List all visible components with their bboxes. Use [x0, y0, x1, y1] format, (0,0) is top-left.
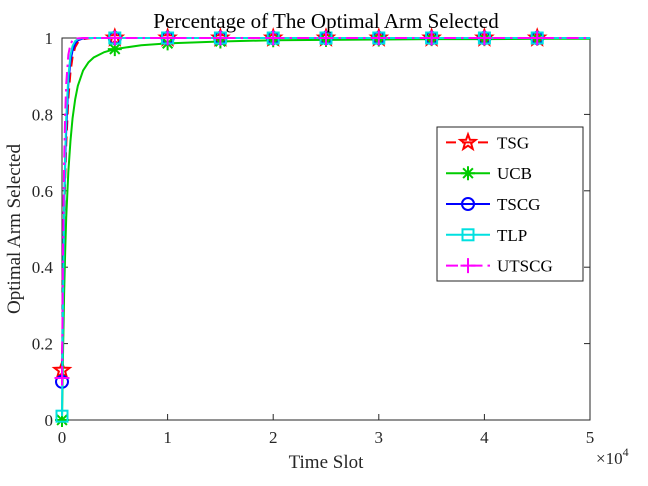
- x-tick-label: 5: [586, 428, 595, 447]
- plot-generated-content: 0 1 2 3 4 5 0 0.2 0.4 0.6 0.8 1 ×104 TSG UCB TSCG TLP UTS…: [32, 27, 629, 468]
- series-marker-UTSCG: [265, 30, 281, 46]
- legend-label-TSCG: TSCG: [497, 195, 540, 214]
- series-marker-TLP: [55, 409, 69, 423]
- chart-title: Percentage of The Optimal Arm Selected: [153, 9, 499, 33]
- legend: TSG UCB TSCG TLP UTSCG: [436, 126, 584, 282]
- series-marker-UTSCG: [424, 30, 440, 46]
- y-tick-label: 0.8: [32, 105, 53, 124]
- legend-marker-TSCG: [461, 197, 475, 211]
- legend-marker-TSG: [457, 131, 479, 152]
- legend-label-UCB: UCB: [497, 164, 532, 183]
- series-marker-UTSCG: [529, 30, 545, 46]
- series-marker-UTSCG: [160, 30, 176, 46]
- series-marker-UTSCG: [318, 30, 334, 46]
- series-marker-UCB: [55, 413, 69, 427]
- x-axis-exponent: ×104: [596, 445, 629, 468]
- x-tick-label: 0: [58, 428, 67, 447]
- series-marker-UCB: [107, 42, 122, 57]
- y-tick-label: 0.4: [32, 258, 54, 277]
- series-marker-UTSCG: [371, 30, 387, 46]
- y-axis-label: Optimal Arm Selected: [4, 144, 25, 314]
- x-tick-label: 4: [480, 428, 489, 447]
- legend-label-TLP: TLP: [497, 226, 527, 245]
- x-tick-label: 1: [163, 428, 172, 447]
- series-marker-UTSCG: [107, 30, 123, 46]
- series-marker-UTSCG: [212, 30, 228, 46]
- series-marker-UTSCG: [54, 370, 70, 386]
- series-marker-UTSCG: [476, 30, 492, 46]
- legend-marker-TLP: [461, 228, 475, 242]
- y-tick-label: 1: [45, 29, 54, 48]
- legend-label-UTSCG: UTSCG: [497, 257, 553, 276]
- y-tick-label: 0.6: [32, 182, 53, 201]
- x-axis-label: Time Slot: [289, 452, 365, 473]
- legend-marker-UTSCG: [460, 258, 476, 274]
- y-tick-label: 0: [45, 411, 54, 430]
- legend-label-TSG: TSG: [497, 133, 529, 152]
- x-tick-label: 2: [269, 428, 278, 447]
- x-tick-label: 3: [375, 428, 384, 447]
- legend-marker-UCB: [461, 166, 475, 181]
- y-tick-label: 0.2: [32, 335, 53, 354]
